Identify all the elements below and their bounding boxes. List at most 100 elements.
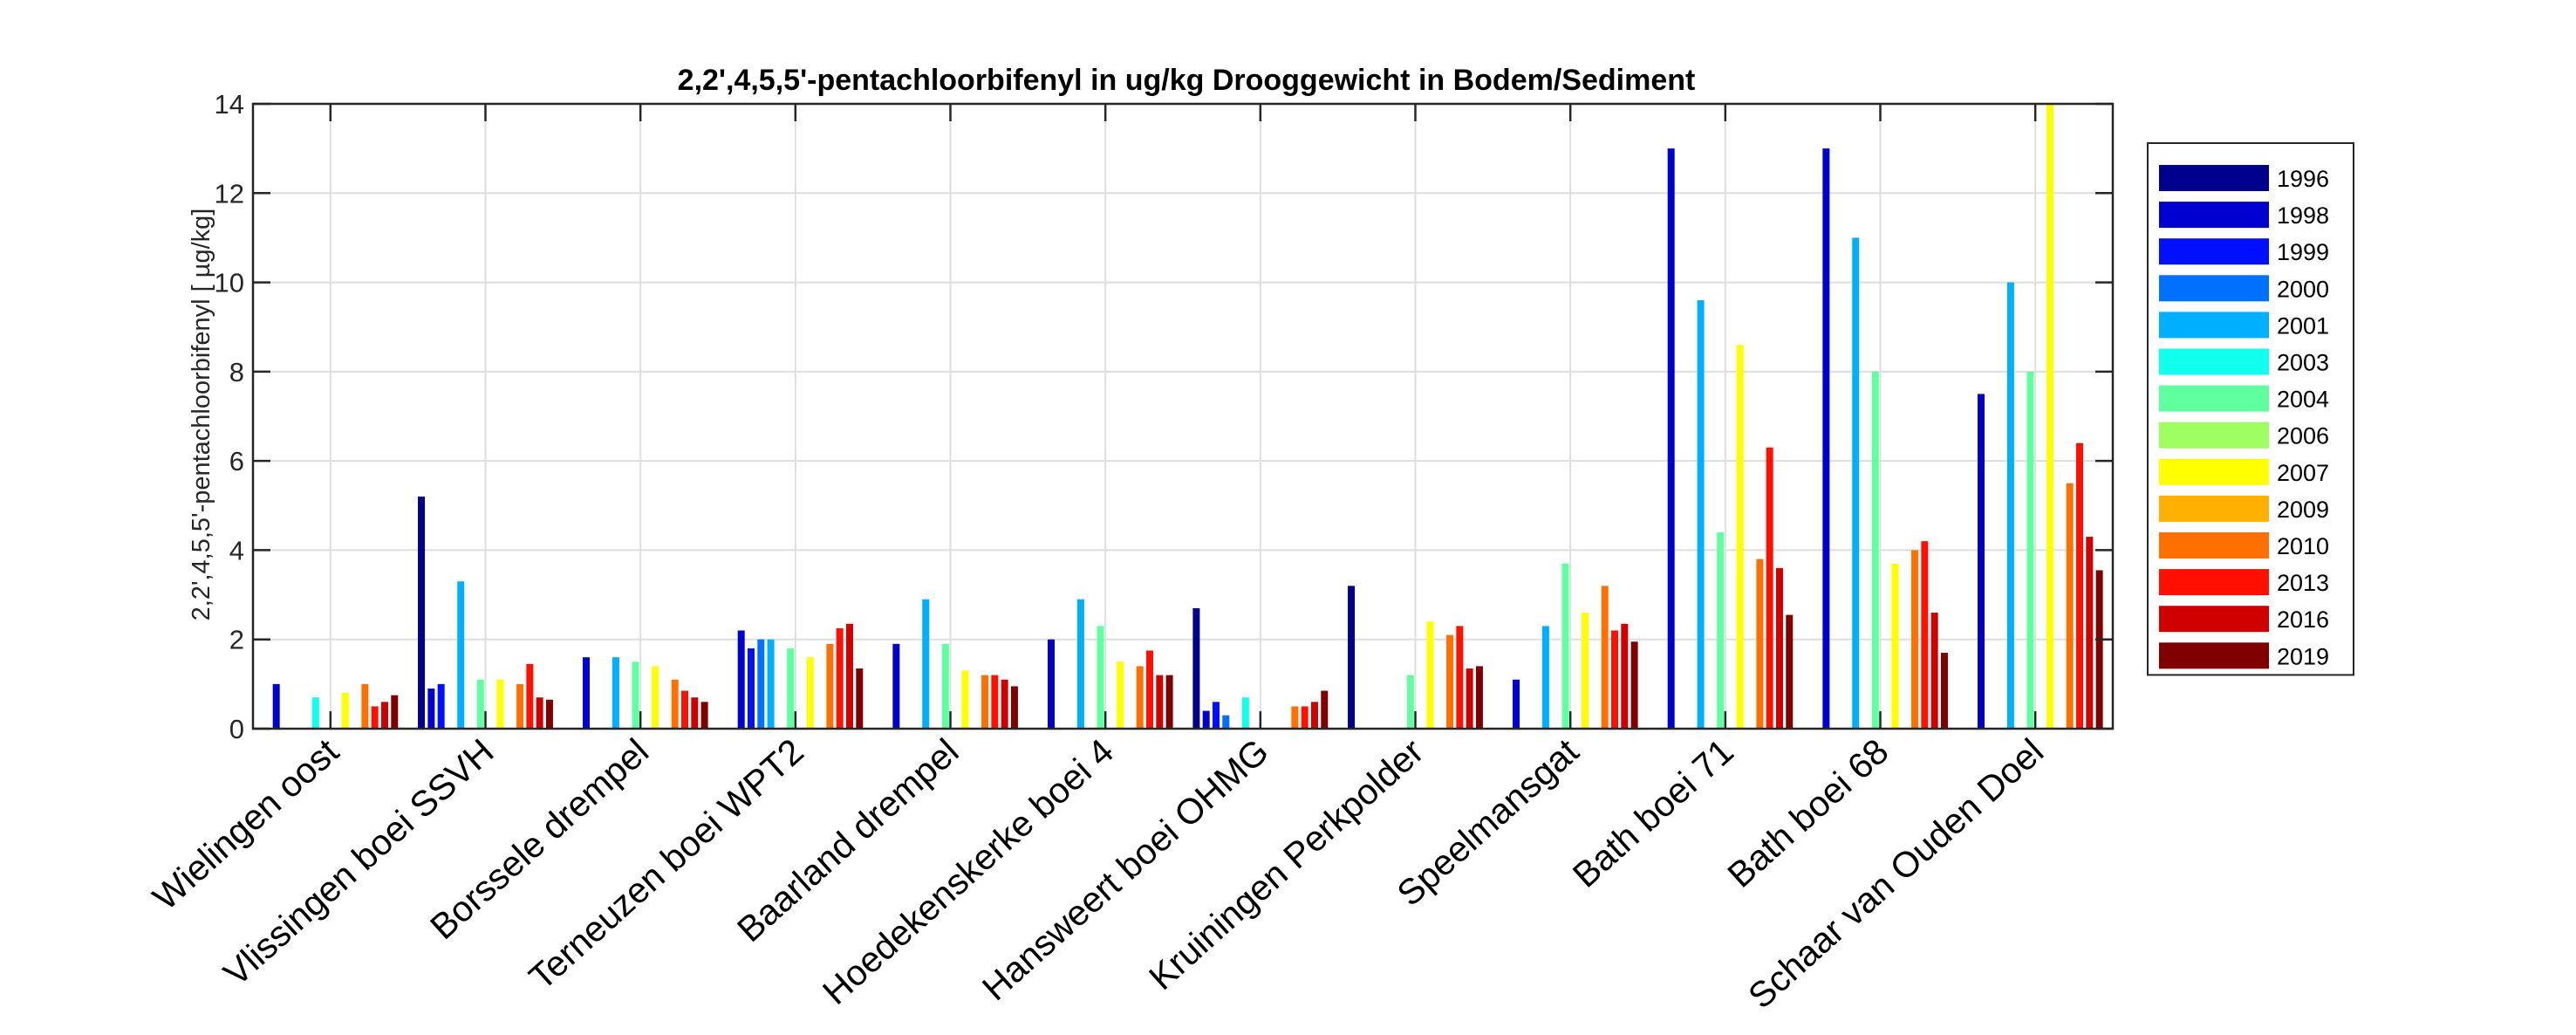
x-tick-label: Hoedekenskerke boei 4 — [815, 731, 1121, 1012]
bar — [1630, 641, 1638, 729]
bar — [1321, 690, 1329, 729]
bar — [1446, 634, 1454, 729]
bar — [583, 657, 591, 729]
bar — [1786, 614, 1794, 729]
legend-entry: 1996 — [2277, 166, 2329, 192]
legend-swatch — [2159, 458, 2269, 485]
legend-entry: 2000 — [2277, 276, 2329, 302]
bar — [476, 679, 484, 729]
bar — [391, 695, 399, 729]
bar — [1406, 675, 1414, 729]
bar — [892, 643, 900, 729]
y-tick-label: 12 — [215, 178, 244, 209]
bar — [787, 648, 795, 729]
y-tick-label: 10 — [215, 268, 244, 298]
bar — [526, 663, 534, 729]
bar — [1348, 586, 1356, 729]
bar — [1697, 300, 1705, 729]
bar — [1852, 237, 1860, 729]
bar — [1301, 706, 1308, 729]
bar — [1165, 675, 1173, 729]
bar — [1978, 394, 1985, 729]
x-tick-label: Vlissingen boei SSVH — [215, 731, 501, 994]
bar — [1156, 675, 1164, 729]
bar — [2006, 282, 2014, 729]
bar — [1940, 653, 1948, 729]
legend-entry: 2019 — [2277, 643, 2329, 669]
legend-swatch — [2159, 422, 2269, 449]
legend-entry: 1999 — [2277, 239, 2329, 265]
y-axis-label: 2,2',4,5,5'-pentachloorbifenyl [ µg/kg] — [188, 209, 215, 621]
legend-swatch — [2159, 569, 2269, 596]
x-tick-label: Terneuzen boei WPT2 — [522, 731, 811, 998]
bar — [1202, 710, 1210, 729]
y-tick-label: 2 — [229, 625, 244, 655]
bar — [1667, 148, 1675, 730]
bar — [1146, 650, 1154, 729]
bar — [1241, 697, 1249, 729]
bar — [747, 648, 755, 729]
bar — [700, 702, 708, 729]
legend-swatch — [2159, 495, 2269, 522]
bar — [981, 675, 989, 729]
bar — [1310, 702, 1318, 729]
bar — [1561, 563, 1569, 729]
bar — [1097, 626, 1104, 729]
bar — [545, 699, 553, 729]
bar — [496, 679, 504, 729]
bar — [826, 643, 834, 729]
x-tick-label: Kruiningen Perkpolder — [1141, 731, 1431, 998]
bar — [380, 702, 388, 729]
legend-entry: 2016 — [2277, 607, 2329, 633]
bar — [1513, 679, 1520, 729]
legend-entry: 2006 — [2277, 423, 2329, 449]
bar — [2076, 442, 2084, 729]
bar — [516, 683, 524, 729]
bar — [1736, 345, 1744, 729]
bar — [1048, 639, 1056, 729]
bar — [1601, 586, 1609, 729]
bar — [1541, 626, 1549, 729]
bar — [272, 683, 280, 729]
bar — [1921, 541, 1929, 729]
bar — [1222, 715, 1230, 729]
legend-entry: 2001 — [2277, 312, 2329, 339]
bar — [1766, 447, 1773, 729]
bar — [612, 657, 619, 729]
y-tick-label: 4 — [229, 535, 244, 565]
legend-swatch — [2159, 606, 2269, 633]
bar — [922, 599, 930, 729]
x-tick-label: Hansweert boei OHMG — [974, 731, 1276, 1009]
bar — [652, 666, 659, 729]
legend-swatch — [2159, 385, 2269, 412]
y-tick-label: 6 — [229, 446, 244, 476]
bar — [536, 697, 543, 729]
bar — [1822, 148, 1830, 730]
bar — [311, 697, 319, 729]
legend-swatch — [2159, 312, 2269, 339]
bar — [806, 657, 814, 729]
bar — [1775, 567, 1783, 729]
bar — [632, 661, 639, 729]
plot-background — [253, 104, 2113, 729]
legend-swatch — [2159, 202, 2269, 229]
bar — [457, 581, 465, 729]
bar — [2095, 570, 2103, 729]
x-tick-label: Schaar van Ouden Doel — [1740, 731, 2051, 1017]
bar — [1717, 531, 1725, 729]
bar — [1621, 623, 1629, 729]
legend-swatch — [2159, 165, 2269, 191]
legend-swatch — [2159, 532, 2269, 559]
bar — [1192, 607, 1200, 729]
bar — [845, 623, 853, 729]
legend-swatch — [2159, 642, 2269, 669]
bar — [1475, 666, 1483, 729]
bar — [1466, 668, 1473, 729]
bar — [1456, 626, 1464, 729]
legend-entry: 1998 — [2277, 202, 2329, 229]
bar — [691, 697, 699, 729]
bar — [1611, 630, 1619, 729]
legend-swatch — [2159, 238, 2269, 265]
bar — [856, 668, 864, 729]
y-tick-label: 0 — [229, 714, 244, 744]
